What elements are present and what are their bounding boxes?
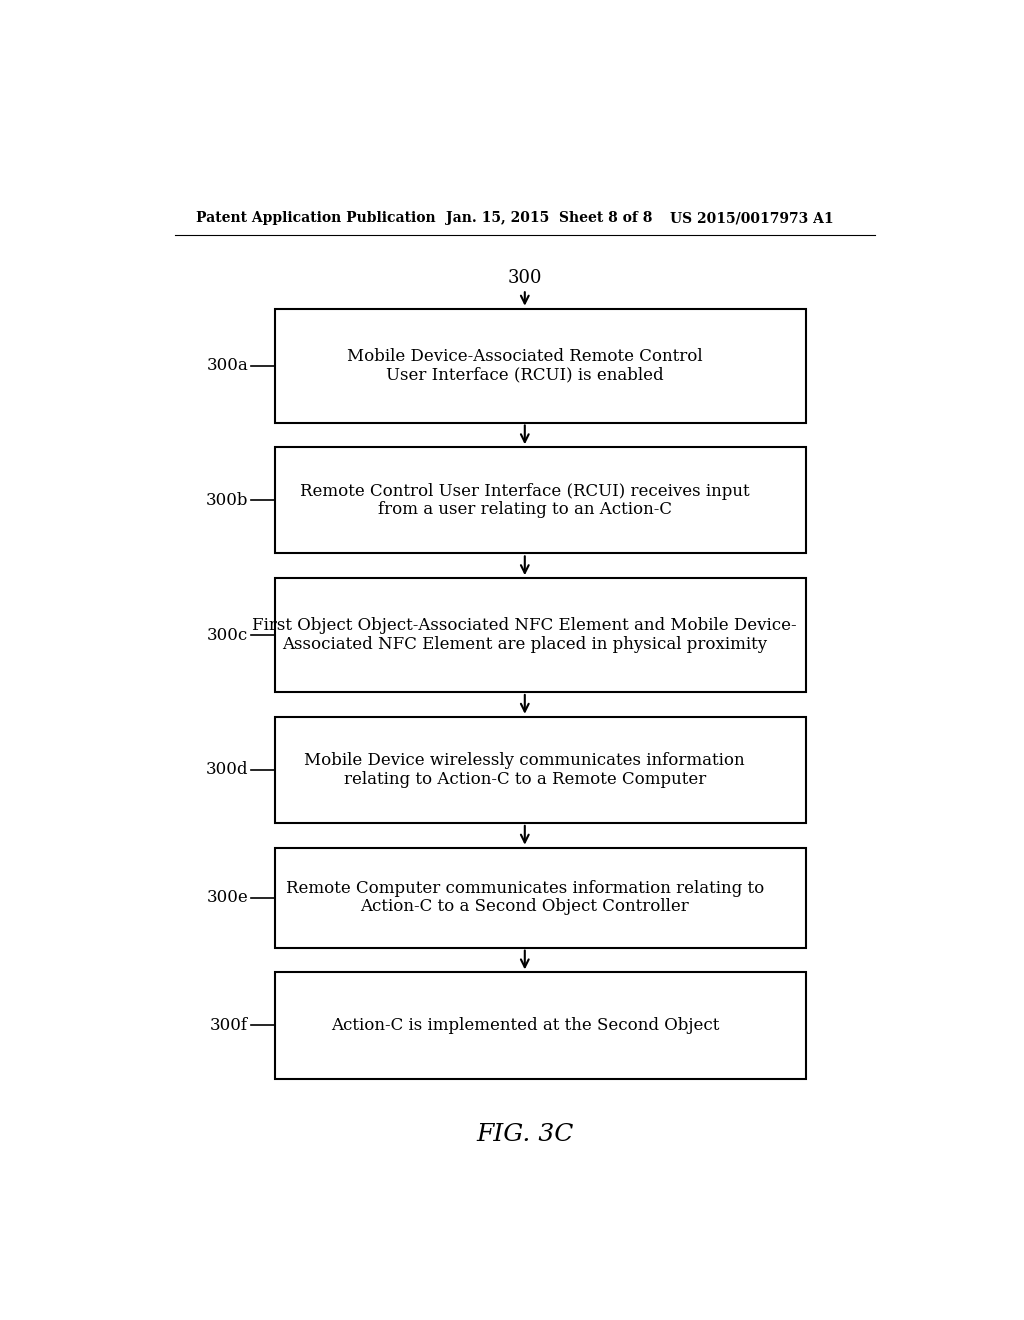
Text: 300: 300	[508, 269, 542, 286]
Text: Remote Computer communicates information relating to: Remote Computer communicates information…	[286, 880, 764, 896]
Text: relating to Action-C to a Remote Computer: relating to Action-C to a Remote Compute…	[344, 771, 706, 788]
Bar	[275, 847, 806, 948]
Text: Jan. 15, 2015  Sheet 8 of 8: Jan. 15, 2015 Sheet 8 of 8	[445, 211, 652, 226]
Text: Action-C to a Second Object Controller: Action-C to a Second Object Controller	[360, 899, 689, 915]
Text: from a user relating to an Action-C: from a user relating to an Action-C	[378, 502, 672, 517]
Bar	[275, 973, 806, 1078]
Text: User Interface (RCUI) is enabled: User Interface (RCUI) is enabled	[386, 366, 664, 383]
Text: Mobile Device wirelessly communicates information: Mobile Device wirelessly communicates in…	[304, 752, 745, 770]
Text: US 2015/0017973 A1: US 2015/0017973 A1	[671, 211, 835, 226]
Bar	[275, 447, 806, 553]
Text: Associated NFC Element are placed in physical proximity: Associated NFC Element are placed in phy…	[283, 636, 767, 653]
Text: 300b: 300b	[206, 492, 248, 508]
Text: 300e: 300e	[207, 890, 248, 906]
Text: Mobile Device-Associated Remote Control: Mobile Device-Associated Remote Control	[347, 347, 702, 364]
Text: 300a: 300a	[207, 356, 248, 374]
Text: 300f: 300f	[210, 1016, 248, 1034]
Text: 300d: 300d	[206, 762, 248, 779]
Bar	[275, 717, 806, 822]
Text: Patent Application Publication: Patent Application Publication	[197, 211, 436, 226]
Text: 300c: 300c	[207, 627, 248, 644]
Text: First Object Object-Associated NFC Element and Mobile Device-: First Object Object-Associated NFC Eleme…	[253, 618, 797, 635]
Bar	[275, 309, 806, 422]
Bar	[275, 578, 806, 692]
Text: Remote Control User Interface (RCUI) receives input: Remote Control User Interface (RCUI) rec…	[300, 483, 750, 499]
Text: Action-C is implemented at the Second Object: Action-C is implemented at the Second Ob…	[331, 1016, 719, 1034]
Text: FIG. 3C: FIG. 3C	[476, 1123, 573, 1146]
